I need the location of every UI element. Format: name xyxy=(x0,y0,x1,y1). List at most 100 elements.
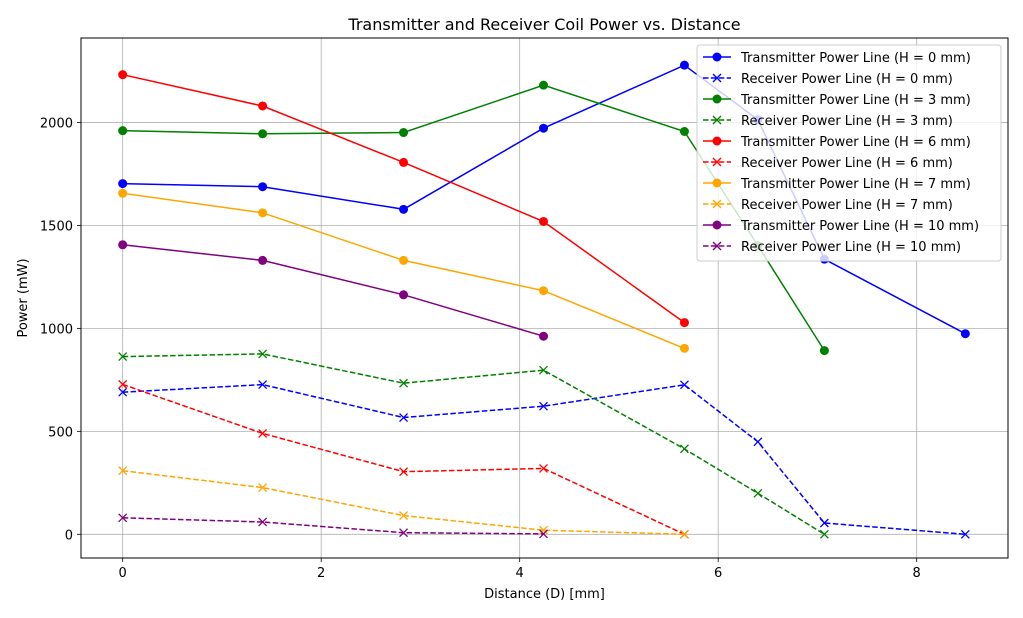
marker-stroke xyxy=(399,413,409,423)
marker-stroke xyxy=(679,529,689,539)
y-axis-label: Power (mW) xyxy=(16,258,31,337)
legend-marker xyxy=(712,157,722,167)
marker-stroke xyxy=(399,511,409,521)
marker-stroke xyxy=(539,529,548,539)
data-point xyxy=(819,518,829,528)
legend-marker xyxy=(712,241,722,251)
legend-label: Receiver Power Line (H = 0 mm) xyxy=(741,72,953,87)
legend-item: Transmitter Power Line (H = 3 mm) xyxy=(703,93,971,108)
data-point xyxy=(539,123,549,133)
legend: Transmitter Power Line (H = 0 mm) Receive… xyxy=(696,44,1002,262)
data-point xyxy=(960,529,970,539)
legend-label: Transmitter Power Line (H = 10 mm) xyxy=(740,219,979,234)
y-tick-label: 0 xyxy=(65,528,73,543)
ticks: 0 2 4 6 8 0 500 1000 1500 2000 xyxy=(40,116,921,581)
y-tick-label: 500 xyxy=(48,425,73,440)
legend-item: Receiver Power Line (H = 10 mm) xyxy=(703,240,961,255)
legend-box xyxy=(696,44,1002,262)
marker-stroke xyxy=(712,115,722,125)
data-point xyxy=(118,352,128,362)
marker-stroke xyxy=(712,199,722,209)
series-3 xyxy=(118,349,829,539)
y-tick-label: 2000 xyxy=(40,116,73,131)
legend-label: Transmitter Power Line (H = 7 mm) xyxy=(740,177,971,192)
data-point xyxy=(679,529,689,539)
marker-stroke xyxy=(712,157,722,167)
x-tick-label: 4 xyxy=(516,566,524,581)
legend-item: Transmitter Power Line (H = 10 mm) xyxy=(703,219,979,234)
marker-stroke xyxy=(960,529,970,539)
data-point xyxy=(399,511,409,521)
chart-title: Transmitter and Receiver Coil Power vs. … xyxy=(347,15,740,34)
y-tick-label: 1000 xyxy=(40,322,73,337)
data-point xyxy=(118,179,128,189)
data-point xyxy=(679,60,689,70)
data-point xyxy=(258,483,268,493)
series-1 xyxy=(118,380,970,539)
data-point xyxy=(539,401,548,411)
data-point xyxy=(258,129,268,139)
marker-stroke xyxy=(258,517,268,527)
marker-stroke xyxy=(539,525,548,535)
data-point xyxy=(399,157,409,167)
x-tick-label: 0 xyxy=(119,566,127,581)
series-9 xyxy=(118,513,548,539)
legend-label: Receiver Power Line (H = 3 mm) xyxy=(741,114,953,129)
legend-label: Receiver Power Line (H = 10 mm) xyxy=(741,240,961,255)
data-point xyxy=(258,517,268,527)
marker-stroke xyxy=(712,73,722,83)
marker-stroke xyxy=(539,401,548,411)
data-point xyxy=(118,513,128,523)
legend-item: Receiver Power Line (H = 3 mm) xyxy=(703,114,953,129)
data-point xyxy=(258,208,268,218)
marker-stroke xyxy=(539,463,548,473)
data-point xyxy=(258,349,268,359)
legend-marker xyxy=(712,220,722,230)
marker-stroke xyxy=(753,437,763,447)
marker-stroke xyxy=(399,378,409,388)
data-point xyxy=(539,365,548,375)
plot-frame xyxy=(80,37,1009,559)
data-point xyxy=(819,346,829,356)
marker-stroke xyxy=(399,467,409,477)
legend-item: Transmitter Power Line (H = 0 mm) xyxy=(703,51,971,66)
marker-stroke xyxy=(399,528,409,538)
marker-stroke xyxy=(753,488,763,498)
data-point xyxy=(679,444,689,454)
data-point xyxy=(539,529,548,539)
series-4 xyxy=(118,70,689,328)
legend-label: Receiver Power Line (H = 6 mm) xyxy=(741,156,953,171)
legend-label: Transmitter Power Line (H = 6 mm) xyxy=(740,135,971,150)
data-point xyxy=(399,128,409,138)
marker-stroke xyxy=(712,241,722,251)
data-point xyxy=(399,204,409,214)
data-point xyxy=(753,488,763,498)
data-point xyxy=(399,528,409,538)
data-point xyxy=(118,188,128,198)
data-point xyxy=(258,428,268,438)
marker-stroke xyxy=(118,387,128,397)
x-tick-label: 2 xyxy=(317,566,325,581)
x-axis-label: Distance (D) [mm] xyxy=(484,587,605,602)
data-point xyxy=(118,379,128,389)
legend-marker xyxy=(712,136,722,146)
data-point xyxy=(258,380,268,390)
data-point xyxy=(539,463,548,473)
data-point xyxy=(753,437,763,447)
x-tick-label: 8 xyxy=(913,566,921,581)
series-line xyxy=(122,517,544,535)
marker-stroke xyxy=(258,380,268,390)
data-point xyxy=(258,101,268,111)
series-7 xyxy=(118,466,689,539)
data-point xyxy=(118,70,128,80)
series-8 xyxy=(118,240,549,341)
data-point xyxy=(960,329,970,339)
data-point xyxy=(679,343,689,353)
data-point xyxy=(258,182,268,192)
legend-label: Transmitter Power Line (H = 3 mm) xyxy=(740,93,971,108)
data-point xyxy=(118,126,128,136)
data-point xyxy=(399,413,409,423)
legend-marker xyxy=(712,178,722,188)
legend-label: Transmitter Power Line (H = 0 mm) xyxy=(740,51,971,66)
data-point xyxy=(118,240,128,250)
